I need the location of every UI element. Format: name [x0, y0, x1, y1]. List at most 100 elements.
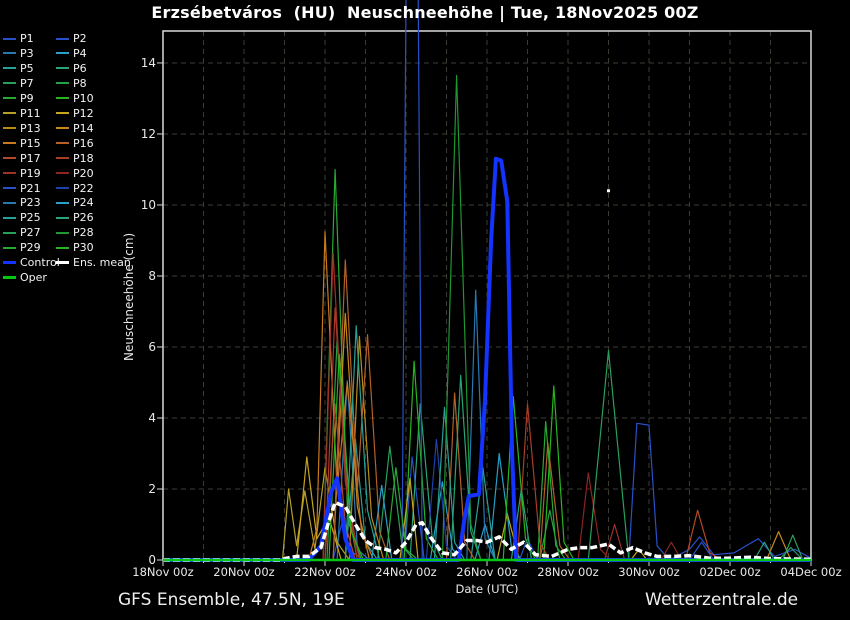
legend-item-p25: P25: [3, 211, 41, 224]
legend-item-p26: P26: [56, 211, 94, 224]
x-tick-label: 02Dec 00z: [699, 565, 761, 579]
legend-label: P17: [20, 151, 41, 165]
legend-swatch: [56, 246, 69, 249]
legend-label: P10: [73, 91, 94, 105]
x-tick-label: 26Nov 00z: [456, 565, 518, 579]
y-tick-label: 8: [148, 268, 156, 283]
legend-label: P11: [20, 106, 41, 120]
legend-label: P8: [73, 76, 87, 90]
legend: P1 P2 P3 P4 P5 P6 P7 P8 P9 P10 P11 P12 P13 P14 P15 P16 P…: [3, 32, 131, 287]
y-tick-label: 6: [148, 339, 156, 354]
legend-item-p3: P3: [3, 47, 34, 60]
legend-label: P18: [73, 151, 94, 165]
legend-item-p4: P4: [56, 47, 87, 60]
y-tick-label: 14: [140, 55, 156, 70]
artifact-dot: [607, 189, 610, 193]
legend-swatch: [56, 37, 69, 40]
legend-swatch: [56, 97, 69, 100]
legend-swatch: [56, 127, 69, 130]
legend-swatch: [3, 97, 16, 100]
legend-swatch: [56, 157, 69, 160]
legend-label: P20: [73, 166, 94, 180]
legend-item-p11: P11: [3, 107, 41, 120]
x-tick-label: 20Nov 00z: [213, 565, 275, 579]
legend-label: P13: [20, 121, 41, 135]
legend-swatch: [3, 216, 16, 219]
legend-swatch: [56, 231, 69, 234]
legend-label: P26: [73, 211, 94, 225]
legend-label: P28: [73, 226, 94, 240]
y-tick-labels: 0 2 4 6 8 10 12 14: [120, 0, 156, 620]
legend-swatch: [3, 52, 16, 55]
legend-item-p29: P29: [3, 241, 41, 254]
legend-item-p8: P8: [56, 77, 87, 90]
legend-item-p20: P20: [56, 167, 94, 180]
legend-swatch: [3, 112, 16, 115]
legend-label: P25: [20, 211, 41, 225]
legend-swatch: [3, 67, 16, 70]
legend-item-p16: P16: [56, 137, 94, 150]
legend-item-p27: P27: [3, 226, 41, 239]
series-line-control: [163, 156, 811, 562]
legend-swatch: [56, 187, 69, 189]
legend-swatch: [56, 216, 69, 219]
legend-item-p23: P23: [3, 196, 41, 209]
legend-label: Control: [20, 256, 60, 270]
model-caption: GFS Ensemble, 47.5N, 19E: [118, 590, 345, 610]
legend-label: P5: [20, 61, 34, 75]
y-tick-label: 12: [140, 126, 156, 141]
x-tick-label: 30Nov 00z: [618, 565, 680, 579]
legend-swatch: [3, 157, 16, 160]
y-tick-label: 0: [148, 553, 156, 567]
legend-item-p21: P21: [3, 182, 41, 195]
legend-swatch: [56, 67, 69, 70]
legend-swatch: [3, 246, 16, 249]
legend-item-p10: P10: [56, 92, 94, 105]
site-caption: Wetterzentrale.de: [645, 590, 799, 610]
legend-item-p14: P14: [56, 122, 94, 135]
series-line-p16: [163, 259, 811, 561]
legend-item-p17: P17: [3, 152, 41, 165]
legend-label: P9: [20, 91, 34, 105]
legend-item-p9: P9: [3, 92, 34, 105]
legend-label: P16: [73, 136, 94, 150]
legend-item-p6: P6: [56, 62, 87, 75]
chart-title: Erzsébetváros (HU) Neuschneehöhe | Tue, …: [151, 3, 699, 22]
series-line-ens-mean: [163, 500, 812, 562]
legend-swatch: [3, 276, 16, 280]
legend-item-p1: P1: [3, 32, 34, 45]
legend-label: P19: [20, 166, 41, 180]
legend-item-p13: P13: [3, 122, 41, 135]
legend-label: P21: [20, 181, 41, 195]
legend-item-control: Control: [3, 256, 60, 269]
legend-swatch: [56, 261, 69, 265]
y-tick-label: 4: [148, 410, 156, 425]
legend-label: P2: [73, 32, 87, 45]
x-axis-title: Date (UTC): [455, 582, 519, 596]
legend-item-p19: P19: [3, 167, 41, 180]
legend-swatch: [56, 172, 69, 175]
legend-swatch: [3, 187, 16, 189]
legend-label: P6: [73, 61, 87, 75]
y-tick-label: 2: [148, 481, 156, 496]
legend-label: Ens. mean: [73, 256, 131, 270]
legend-swatch: [3, 37, 16, 40]
x-tick-labels: 18Nov 00z 20Nov 00z 22Nov 00z 24Nov 00z 26No…: [0, 565, 850, 579]
legend-swatch: [3, 142, 16, 145]
legend-label: P30: [73, 241, 94, 255]
legend-swatch: [3, 201, 16, 204]
legend-label: P15: [20, 136, 41, 150]
legend-item-p12: P12: [56, 107, 94, 120]
legend-swatch: [3, 82, 16, 85]
legend-label: P4: [73, 46, 87, 60]
legend-swatch: [3, 127, 16, 130]
legend-swatch: [56, 112, 69, 115]
legend-label: P29: [20, 241, 41, 255]
legend-swatch: [3, 172, 16, 175]
legend-item-p7: P7: [3, 77, 34, 90]
x-tick-label: 24Nov 00z: [375, 565, 437, 579]
y-tick-label: 10: [140, 197, 156, 212]
legend-swatch: [56, 82, 69, 85]
legend-item-p30: P30: [56, 241, 94, 254]
